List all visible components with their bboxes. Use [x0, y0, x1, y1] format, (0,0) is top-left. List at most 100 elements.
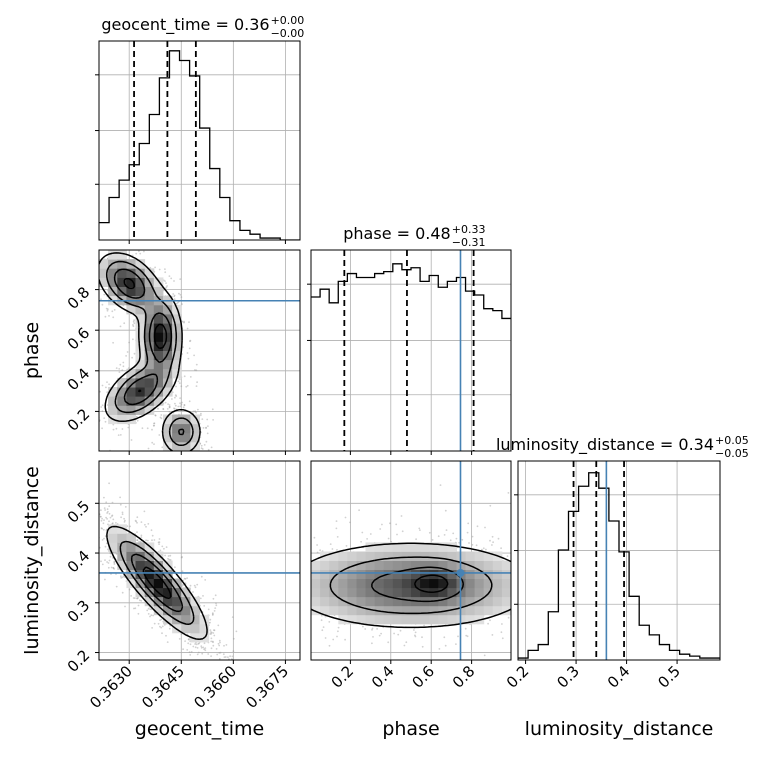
sample-point — [413, 629, 415, 631]
sample-point — [182, 346, 185, 348]
density-cell — [135, 341, 146, 351]
sample-point — [288, 593, 290, 595]
sample-point — [138, 250, 140, 253]
density-cell — [356, 569, 367, 579]
sample-point — [161, 632, 163, 635]
sample-point — [247, 599, 249, 601]
sample-point — [171, 398, 173, 400]
sample-point — [176, 301, 179, 304]
sample-point — [161, 545, 164, 548]
density-cell — [492, 569, 503, 579]
density-cell — [117, 377, 127, 388]
axes-frame — [98, 460, 301, 661]
sample-point — [193, 354, 196, 357]
sample-point — [101, 410, 104, 413]
density-cell — [447, 578, 457, 589]
sample-point — [177, 380, 180, 383]
density-cell — [483, 578, 494, 589]
sample-point — [219, 651, 222, 654]
sample-point — [113, 560, 116, 563]
joint-phase-luminosity_distance — [221, 460, 571, 664]
sample-point — [113, 561, 116, 564]
sample-point — [119, 496, 121, 499]
contour-level-0 — [99, 252, 201, 451]
density-cell — [501, 596, 511, 607]
sample-point — [369, 533, 372, 535]
sample-point — [218, 644, 221, 647]
sample-point — [197, 408, 199, 411]
sample-point — [95, 528, 97, 530]
sample-point — [108, 512, 111, 515]
sample-point — [202, 595, 204, 597]
density-cell — [365, 587, 376, 598]
sample-point — [345, 545, 348, 547]
sample-point — [278, 555, 280, 557]
sample-point — [183, 404, 186, 407]
sample-point — [127, 426, 130, 429]
sample-point — [169, 554, 172, 557]
sample-point — [187, 638, 190, 641]
sample-point — [205, 427, 207, 429]
density-cell — [163, 578, 173, 589]
sample-point — [107, 308, 109, 310]
sample-point — [529, 542, 531, 544]
density-cell — [447, 569, 457, 579]
density-cell — [153, 368, 164, 379]
sample-point — [222, 653, 225, 656]
sample-point — [149, 608, 152, 610]
sample-point — [564, 618, 566, 620]
sample-point — [164, 280, 166, 282]
sample-point — [133, 352, 136, 355]
density-cell — [190, 414, 200, 425]
sample-point — [179, 402, 182, 405]
sample-point — [569, 593, 571, 595]
density-cell — [163, 587, 173, 598]
sample-point — [240, 611, 242, 613]
density-cell — [456, 596, 467, 607]
density-cell — [483, 551, 494, 561]
sample-point — [152, 424, 155, 427]
sample-point — [106, 404, 109, 406]
sample-point — [105, 516, 107, 519]
sample-point — [210, 663, 212, 665]
sample-point — [523, 594, 525, 596]
sample-point — [313, 536, 316, 539]
sample-point — [133, 319, 136, 322]
sample-point — [135, 252, 138, 255]
sample-point — [147, 523, 150, 525]
sample-point — [195, 411, 198, 414]
sample-point — [111, 522, 114, 524]
sample-point — [181, 570, 184, 573]
sample-point — [231, 589, 233, 591]
density-cell — [465, 605, 476, 616]
density-cell — [99, 259, 109, 269]
density-cell — [383, 578, 394, 589]
sample-point — [189, 339, 192, 342]
sample-point — [223, 656, 226, 658]
sample-point — [414, 635, 417, 638]
x-tick-label-luminosity_distance: 0.2 — [503, 662, 533, 692]
sample-point — [396, 533, 398, 536]
sample-point — [104, 288, 106, 291]
sample-point — [158, 538, 161, 540]
density-cell — [117, 533, 127, 543]
density-cell — [117, 259, 127, 269]
density-cell — [320, 560, 330, 570]
sample-point — [140, 521, 143, 523]
sample-point — [526, 553, 528, 555]
sample-point — [180, 385, 183, 388]
sample-point — [221, 564, 223, 566]
sample-point — [160, 618, 163, 621]
sample-point — [549, 597, 551, 599]
density-cell — [356, 551, 367, 561]
sample-point — [121, 428, 124, 430]
density-cell — [172, 441, 182, 451]
sample-point — [492, 541, 494, 544]
sample-point — [541, 619, 543, 621]
density-cell — [438, 605, 448, 616]
sample-point — [231, 616, 234, 618]
density-cell — [492, 596, 503, 607]
density-cell — [420, 542, 430, 552]
sample-point — [174, 402, 176, 405]
histogram-geocent_time — [99, 50, 300, 240]
